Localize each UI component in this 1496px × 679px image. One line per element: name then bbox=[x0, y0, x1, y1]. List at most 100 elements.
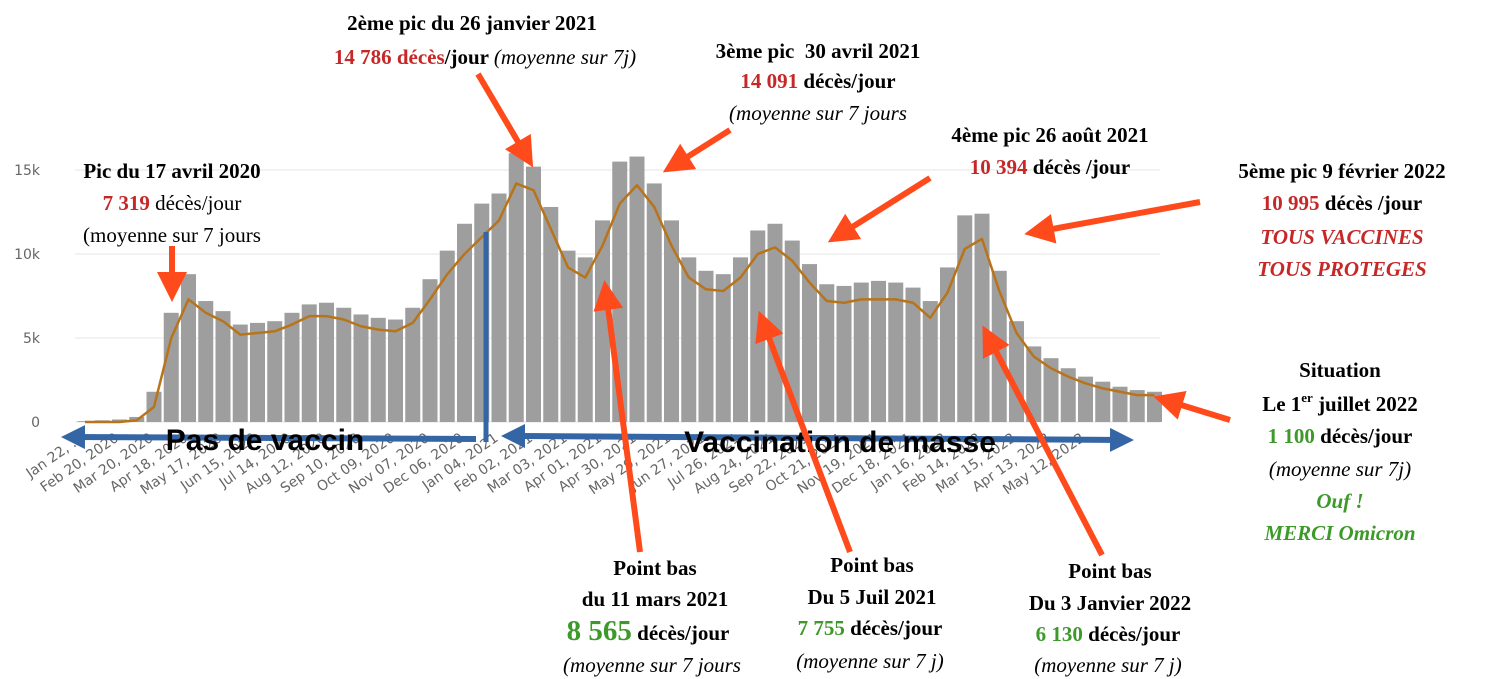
date: Le 1 bbox=[1262, 392, 1301, 416]
bar bbox=[405, 307, 421, 422]
bar bbox=[836, 285, 852, 422]
bar bbox=[112, 419, 127, 422]
annotation: 7 755 décès/jour bbox=[798, 616, 943, 640]
annotation: Du 3 Janvier 2022 bbox=[1029, 591, 1191, 615]
bar bbox=[905, 287, 921, 422]
annotation: 8 565 décès/jour bbox=[567, 615, 730, 647]
bar bbox=[922, 301, 938, 422]
annotation: 4ème pic 26 août 2021 bbox=[951, 123, 1148, 147]
bar bbox=[1078, 376, 1093, 422]
annotation: 10 394 décès /jour bbox=[970, 155, 1130, 179]
bar bbox=[353, 314, 369, 422]
bar bbox=[336, 307, 352, 422]
bar bbox=[595, 220, 610, 422]
annotation: Point bas bbox=[1068, 559, 1151, 583]
arrow bbox=[755, 310, 853, 554]
arrow bbox=[1024, 199, 1201, 244]
bar bbox=[198, 301, 214, 422]
arrow bbox=[662, 127, 732, 173]
bar bbox=[457, 223, 472, 422]
bar bbox=[301, 304, 317, 422]
annotation: 1 100 décès/jour bbox=[1268, 424, 1413, 448]
annotation: 10 995 décès /jour bbox=[1262, 191, 1422, 215]
annotation: 14 091 décès/jour bbox=[740, 69, 895, 93]
bar bbox=[319, 302, 334, 422]
bar bbox=[940, 267, 955, 422]
annotation: TOUS PROTEGES bbox=[1257, 257, 1426, 281]
value: 10 394 bbox=[970, 155, 1028, 179]
annotation: 3ème pic 30 avril 2021 bbox=[716, 39, 921, 63]
bar bbox=[1026, 346, 1042, 422]
bar bbox=[1060, 368, 1076, 422]
bar bbox=[1043, 358, 1059, 422]
annotation: 2ème pic du 26 janvier 2021 bbox=[347, 11, 597, 35]
bar bbox=[508, 153, 524, 422]
unit: décès/jour bbox=[798, 69, 895, 93]
arrow bbox=[1153, 390, 1231, 423]
unit: décès/jour bbox=[150, 191, 242, 215]
line bbox=[85, 182, 1155, 424]
bar bbox=[1112, 386, 1128, 422]
bar bbox=[232, 324, 248, 422]
bar bbox=[163, 312, 179, 422]
bar bbox=[957, 215, 973, 422]
bar bbox=[819, 284, 835, 422]
bar bbox=[681, 257, 697, 422]
annotation: Point bas bbox=[830, 553, 913, 577]
bar bbox=[646, 183, 662, 422]
annotation: MERCI Omicron bbox=[1263, 521, 1415, 545]
y-tick-label: 5k bbox=[23, 331, 41, 347]
bar bbox=[370, 317, 386, 422]
y-tick-label: 15k bbox=[14, 163, 41, 179]
value: 6 130 bbox=[1036, 622, 1083, 646]
annotations: Pic du 17 avril 2020 7 319 décès/jour (m… bbox=[83, 11, 1446, 677]
value: 10 995 bbox=[1262, 191, 1320, 215]
bar bbox=[284, 312, 300, 422]
bar bbox=[543, 206, 559, 422]
bar bbox=[733, 257, 748, 422]
arrow bbox=[61, 425, 477, 450]
bar bbox=[215, 311, 231, 422]
annotation: 6 130 décès/jour bbox=[1036, 622, 1181, 646]
value: 8 565 bbox=[567, 615, 632, 647]
value: 7 755 bbox=[798, 616, 845, 640]
bar bbox=[888, 282, 904, 422]
annotation: 14 786 décès/jour (moyenne sur 7j) bbox=[334, 45, 636, 69]
value: 14 091 bbox=[740, 69, 798, 93]
annotation: (moyenne sur 7 jours bbox=[563, 653, 741, 677]
date: er bbox=[1301, 390, 1313, 405]
bar bbox=[664, 220, 679, 422]
bar bbox=[715, 274, 731, 422]
bar bbox=[267, 321, 283, 422]
value: 1 100 bbox=[1268, 424, 1315, 448]
bar bbox=[629, 156, 645, 422]
arrow bbox=[827, 175, 932, 243]
annotation: Du 5 Juil 2021 bbox=[808, 585, 937, 609]
bar bbox=[491, 193, 507, 422]
unit: décès /jour bbox=[1320, 191, 1423, 215]
annotation: (moyenne sur 7 j) bbox=[796, 649, 944, 673]
annotation: Situation bbox=[1299, 358, 1381, 382]
bar bbox=[577, 257, 593, 422]
phase-label: Vaccination de masse bbox=[684, 426, 996, 459]
unit: /jour bbox=[444, 45, 494, 69]
blue-arrows bbox=[61, 232, 1134, 452]
note: (moyenne sur 7j) bbox=[494, 45, 636, 69]
annotation: (moyenne sur 7 jours bbox=[729, 101, 907, 125]
bar bbox=[250, 322, 265, 422]
phase-label: Pas de vaccin bbox=[166, 424, 364, 457]
value: 14 786 décès bbox=[334, 45, 445, 69]
y-tick-label: 0 bbox=[31, 415, 40, 431]
unit: décès/jour bbox=[632, 621, 729, 645]
annotation: (moyenne sur 7j) bbox=[1269, 457, 1411, 481]
arrow bbox=[593, 280, 643, 553]
unit: décès /jour bbox=[1028, 155, 1131, 179]
bar bbox=[388, 319, 403, 422]
annotation: Point bas bbox=[613, 556, 696, 580]
bar bbox=[526, 166, 541, 422]
annotation: Ouf ! bbox=[1316, 489, 1363, 513]
bar bbox=[767, 223, 783, 422]
date: juillet 2022 bbox=[1313, 392, 1418, 416]
bar bbox=[1129, 390, 1145, 422]
